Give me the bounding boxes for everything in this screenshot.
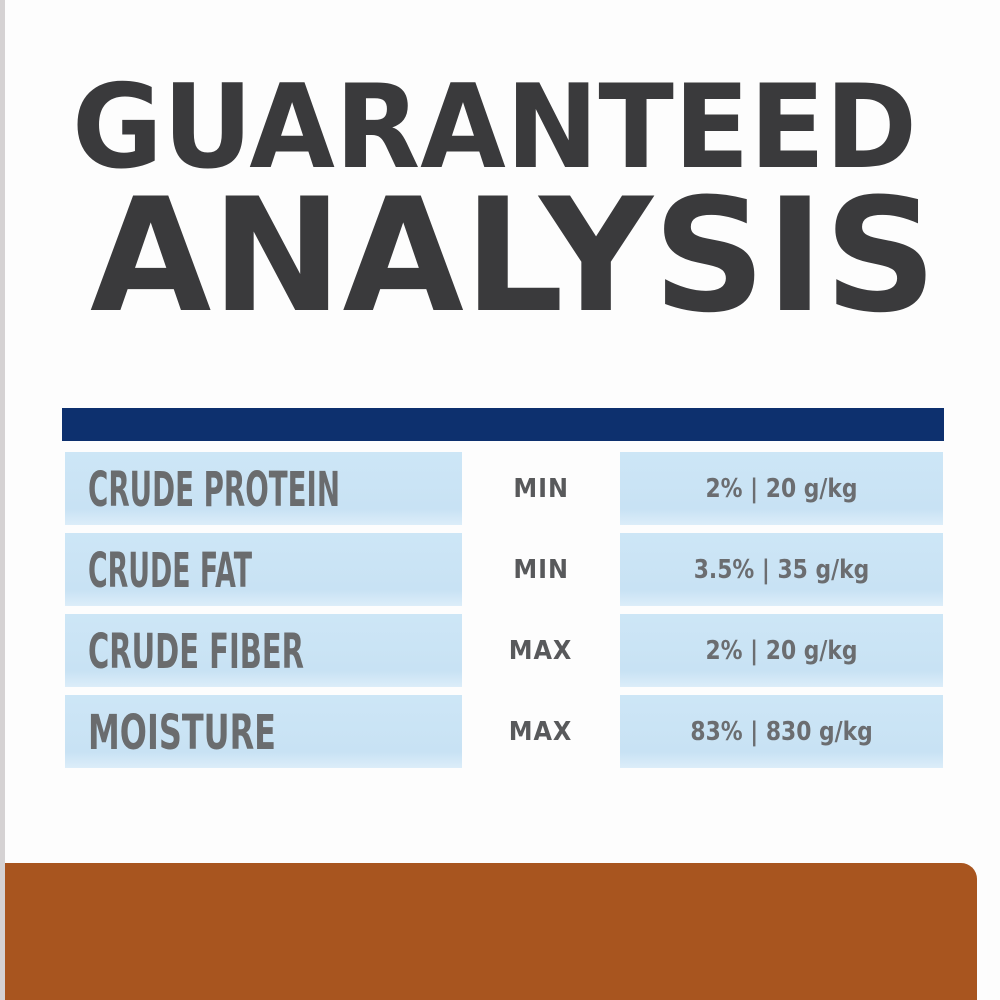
table-row-crude-protein: CRUDE PROTEIN MIN 2% | 20 g/kg <box>65 452 943 525</box>
nutrient-label: CRUDE PROTEIN <box>88 462 340 518</box>
nutrient-label-cell: MOISTURE <box>65 695 462 768</box>
nutrient-label: CRUDE FAT <box>88 543 252 599</box>
limit-label: MAX <box>462 614 620 687</box>
value-cell: 2% | 20 g/kg <box>620 452 943 525</box>
value-text: 3.5% | 35 g/kg <box>693 554 870 585</box>
page-title: GUARANTEED ANALYSIS <box>72 70 937 330</box>
footer-color-band <box>5 863 977 1000</box>
nutrient-label-cell: CRUDE FIBER <box>65 614 462 687</box>
value-cell: 83% | 830 g/kg <box>620 695 943 768</box>
title-line-2: ANALYSIS <box>90 165 937 330</box>
limit-text: MAX <box>509 635 573 666</box>
value-text: 2% | 20 g/kg <box>705 473 858 504</box>
value-cell: 2% | 20 g/kg <box>620 614 943 687</box>
nutrient-label-cell: CRUDE FAT <box>65 533 462 606</box>
nutrient-label: MOISTURE <box>88 705 276 761</box>
value-text: 83% | 830 g/kg <box>690 716 873 747</box>
limit-label: MIN <box>462 533 620 606</box>
nutrient-label-cell: CRUDE PROTEIN <box>65 452 462 525</box>
limit-label: MAX <box>462 695 620 768</box>
limit-text: MIN <box>513 554 569 585</box>
value-text: 2% | 20 g/kg <box>705 635 858 666</box>
value-cell: 3.5% | 35 g/kg <box>620 533 943 606</box>
title-line-1: GUARANTEED <box>72 70 917 195</box>
limit-text: MIN <box>513 473 569 504</box>
table-row-crude-fat: CRUDE FAT MIN 3.5% | 35 g/kg <box>65 533 943 606</box>
page-edge-strip <box>0 0 5 1000</box>
table-row-moisture: MOISTURE MAX 83% | 830 g/kg <box>65 695 943 768</box>
nutrient-label: CRUDE FIBER <box>88 624 304 680</box>
limit-label: MIN <box>462 452 620 525</box>
guaranteed-analysis-table: CRUDE PROTEIN MIN 2% | 20 g/kg CRUDE FAT… <box>65 452 943 776</box>
table-header-divider-bar <box>62 408 944 441</box>
table-row-crude-fiber: CRUDE FIBER MAX 2% | 20 g/kg <box>65 614 943 687</box>
limit-text: MAX <box>509 716 573 747</box>
